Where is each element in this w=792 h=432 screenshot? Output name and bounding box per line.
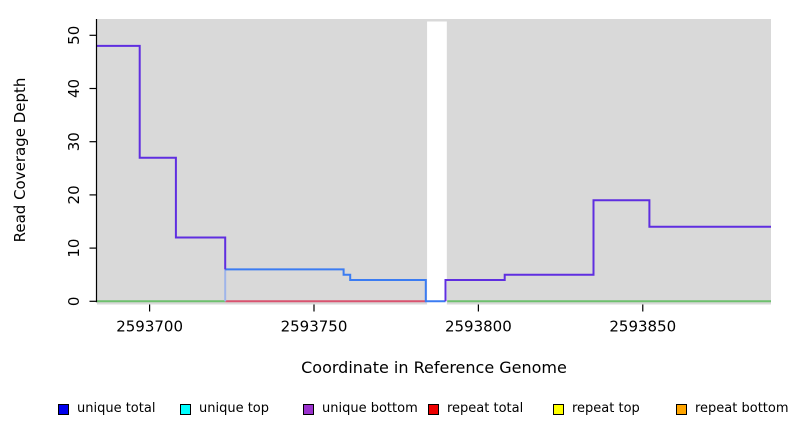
y-tick-label: 40 — [65, 79, 83, 98]
legend-swatch-repeat-top — [553, 403, 564, 415]
legend-item-unique-total: unique total — [58, 398, 155, 420]
y-tick-label: 10 — [65, 239, 83, 258]
y-tick-label: 30 — [65, 132, 83, 151]
legend: unique total unique top unique bottom repea… — [0, 398, 792, 424]
legend-label: repeat bottom — [695, 401, 789, 416]
legend-swatch-unique-bottom — [303, 403, 314, 415]
legend-item-unique-bottom: unique bottom — [303, 398, 418, 420]
legend-item-repeat-bottom: repeat bottom — [676, 398, 789, 420]
y-tick-label: 0 — [65, 297, 83, 307]
coverage-gap-band — [427, 21, 447, 305]
x-tick-label: 2593850 — [609, 318, 676, 336]
legend-label: repeat top — [572, 401, 640, 416]
x-tick-label: 2593700 — [116, 318, 183, 336]
series-unique-total — [225, 268, 446, 303]
series-unique-bottom-left — [97, 44, 227, 270]
series-unique-bottom-right — [444, 199, 771, 302]
x-axis-title: Coordinate in Reference Genome — [301, 358, 567, 374]
y-tick-label: 50 — [65, 26, 83, 45]
legend-swatch-unique-top — [180, 403, 191, 415]
legend-label: unique top — [199, 401, 270, 416]
legend-item-repeat-top: repeat top — [553, 398, 640, 420]
legend-label: unique total — [77, 401, 156, 416]
legend-label: repeat total — [447, 401, 524, 416]
y-axis-title: Read Coverage Depth — [11, 78, 29, 243]
x-tick-label: 2593750 — [281, 318, 348, 336]
legend-swatch-repeat-total — [428, 403, 439, 415]
legend-item-repeat-total: repeat total — [428, 398, 523, 420]
y-tick-label: 20 — [65, 185, 83, 204]
legend-item-unique-top: unique top — [180, 398, 269, 420]
x-tick-label: 2593800 — [445, 318, 512, 336]
legend-swatch-unique-total — [58, 403, 69, 415]
legend-swatch-repeat-bottom — [676, 403, 687, 415]
legend-label: unique bottom — [322, 401, 418, 416]
